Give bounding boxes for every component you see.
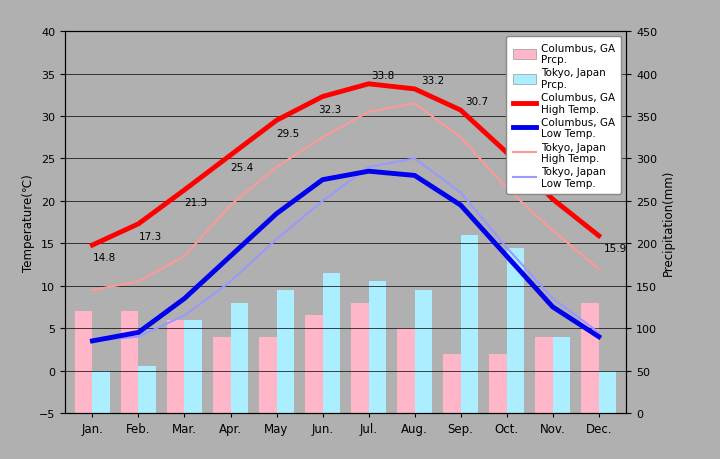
- Tokyo, Japan
High Temp.: [549, 228, 557, 234]
- Bar: [535, 337, 553, 413]
- Columbus, GA
Low Temp.: [456, 203, 465, 208]
- Text: 14.8: 14.8: [92, 253, 116, 263]
- Bar: [184, 320, 202, 413]
- Columbus, GA
High Temp.: [456, 108, 465, 114]
- Line: Columbus, GA
High Temp.: Columbus, GA High Temp.: [92, 84, 599, 246]
- Bar: [276, 291, 294, 413]
- Tokyo, Japan
Low Temp.: [180, 313, 189, 319]
- Columbus, GA
High Temp.: [272, 118, 281, 124]
- Text: 33.8: 33.8: [371, 71, 394, 81]
- Line: Tokyo, Japan
High Temp.: Tokyo, Japan High Temp.: [92, 104, 599, 291]
- Tokyo, Japan
High Temp.: [503, 186, 511, 191]
- Text: 20.2: 20.2: [559, 186, 582, 196]
- Tokyo, Japan
Low Temp.: [503, 245, 511, 251]
- Columbus, GA
High Temp.: [180, 188, 189, 193]
- Text: 30.7: 30.7: [465, 97, 488, 107]
- Columbus, GA
High Temp.: [410, 87, 419, 92]
- Bar: [415, 291, 432, 413]
- Tokyo, Japan
High Temp.: [226, 203, 235, 208]
- Columbus, GA
Low Temp.: [549, 304, 557, 310]
- Tokyo, Japan
Low Temp.: [364, 165, 373, 170]
- Text: 33.2: 33.2: [421, 76, 445, 86]
- Bar: [138, 367, 156, 413]
- Text: 25.7: 25.7: [511, 139, 534, 149]
- Columbus, GA
High Temp.: [503, 151, 511, 156]
- Bar: [167, 320, 184, 413]
- Bar: [489, 354, 507, 413]
- Tokyo, Japan
Low Temp.: [88, 338, 96, 344]
- Tokyo, Japan
High Temp.: [180, 254, 189, 259]
- Columbus, GA
High Temp.: [549, 197, 557, 202]
- Tokyo, Japan
Low Temp.: [595, 330, 603, 336]
- Columbus, GA
High Temp.: [134, 222, 143, 227]
- Tokyo, Japan
High Temp.: [364, 110, 373, 115]
- Text: 32.3: 32.3: [318, 105, 341, 115]
- Tokyo, Japan
Low Temp.: [549, 296, 557, 302]
- Columbus, GA
Low Temp.: [364, 169, 373, 174]
- Line: Columbus, GA
Low Temp.: Columbus, GA Low Temp.: [92, 172, 599, 341]
- Tokyo, Japan
Low Temp.: [272, 237, 281, 242]
- Text: 25.4: 25.4: [230, 163, 253, 173]
- Bar: [461, 235, 478, 413]
- Columbus, GA
High Temp.: [226, 153, 235, 158]
- Bar: [121, 312, 138, 413]
- Bar: [599, 371, 616, 413]
- Columbus, GA
Low Temp.: [226, 254, 235, 259]
- Bar: [507, 248, 524, 413]
- Bar: [369, 282, 386, 413]
- Tokyo, Japan
High Temp.: [456, 135, 465, 141]
- Tokyo, Japan
Low Temp.: [410, 157, 419, 162]
- Bar: [323, 274, 340, 413]
- Columbus, GA
Low Temp.: [503, 254, 511, 259]
- Tokyo, Japan
High Temp.: [272, 165, 281, 170]
- Tokyo, Japan
High Temp.: [88, 288, 96, 293]
- Columbus, GA
Low Temp.: [318, 178, 327, 183]
- Text: 17.3: 17.3: [138, 231, 162, 241]
- Columbus, GA
Low Temp.: [134, 330, 143, 336]
- Text: 21.3: 21.3: [184, 198, 208, 207]
- Y-axis label: Precipitation(mm): Precipitation(mm): [662, 169, 675, 276]
- Bar: [553, 337, 570, 413]
- Bar: [397, 329, 415, 413]
- Bar: [230, 303, 248, 413]
- Columbus, GA
Low Temp.: [595, 334, 603, 340]
- Bar: [75, 312, 92, 413]
- Tokyo, Japan
High Temp.: [134, 279, 143, 285]
- Tokyo, Japan
High Temp.: [318, 135, 327, 141]
- Bar: [92, 371, 110, 413]
- Columbus, GA
Low Temp.: [410, 174, 419, 179]
- Bar: [305, 316, 323, 413]
- Tokyo, Japan
Low Temp.: [318, 199, 327, 204]
- Columbus, GA
Low Temp.: [272, 212, 281, 217]
- Columbus, GA
High Temp.: [88, 243, 96, 248]
- Bar: [581, 303, 599, 413]
- Tokyo, Japan
High Temp.: [595, 266, 603, 272]
- Bar: [213, 337, 230, 413]
- Tokyo, Japan
High Temp.: [410, 101, 419, 107]
- Bar: [259, 337, 276, 413]
- Legend: Columbus, GA
Prcp., Tokyo, Japan
Prcp., Columbus, GA
High Temp., Columbus, GA
Lo: Columbus, GA Prcp., Tokyo, Japan Prcp., …: [506, 37, 621, 195]
- Bar: [444, 354, 461, 413]
- Columbus, GA
Low Temp.: [88, 338, 96, 344]
- Bar: [351, 303, 369, 413]
- Y-axis label: Temperature(℃): Temperature(℃): [22, 174, 35, 271]
- Text: 29.5: 29.5: [276, 128, 300, 138]
- Tokyo, Japan
Low Temp.: [134, 334, 143, 340]
- Columbus, GA
High Temp.: [318, 95, 327, 100]
- Columbus, GA
High Temp.: [595, 234, 603, 239]
- Tokyo, Japan
Low Temp.: [456, 190, 465, 196]
- Line: Tokyo, Japan
Low Temp.: Tokyo, Japan Low Temp.: [92, 159, 599, 341]
- Text: 15.9: 15.9: [603, 243, 626, 253]
- Tokyo, Japan
Low Temp.: [226, 279, 235, 285]
- Columbus, GA
High Temp.: [364, 82, 373, 87]
- Columbus, GA
Low Temp.: [180, 296, 189, 302]
